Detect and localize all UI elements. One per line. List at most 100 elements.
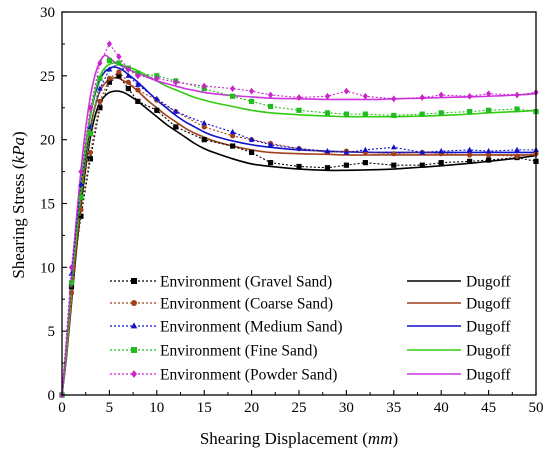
x-tick-label: 25 bbox=[292, 400, 307, 416]
data-point bbox=[106, 75, 112, 81]
data-point bbox=[97, 105, 103, 111]
legend-label: Environment (Medium Sand) bbox=[160, 319, 343, 336]
data-point bbox=[153, 95, 160, 101]
data-point bbox=[438, 91, 444, 99]
data-point bbox=[68, 280, 75, 286]
data-point bbox=[514, 153, 520, 159]
environment-line-2 bbox=[61, 71, 537, 396]
data-point bbox=[514, 146, 520, 152]
legend-marker bbox=[130, 322, 138, 329]
legend-label: Dugoff bbox=[466, 319, 511, 336]
x-tick-label: 45 bbox=[481, 400, 496, 416]
data-point bbox=[135, 87, 141, 93]
data-point bbox=[343, 87, 349, 95]
data-point bbox=[116, 69, 122, 75]
data-point bbox=[391, 151, 397, 157]
data-point bbox=[438, 160, 444, 166]
data-point bbox=[125, 72, 132, 78]
data-point bbox=[362, 146, 369, 152]
data-point bbox=[230, 85, 236, 92]
data-point bbox=[343, 111, 349, 117]
data-point bbox=[362, 111, 368, 117]
data-point bbox=[97, 85, 103, 91]
data-point bbox=[419, 111, 425, 117]
data-point bbox=[466, 146, 473, 152]
data-point bbox=[324, 148, 331, 154]
y-tick-label: 5 bbox=[48, 324, 56, 340]
legend-item-environment-4: Environment (Fine Sand) bbox=[110, 343, 318, 360]
data-point bbox=[362, 160, 368, 166]
legend-item-dugoff-1: Dugoff bbox=[407, 274, 511, 291]
legend-item-environment-5: Environment (Powder Sand) bbox=[110, 367, 337, 384]
data-point bbox=[87, 156, 94, 162]
data-point bbox=[343, 149, 350, 155]
data-point bbox=[467, 158, 473, 164]
data-point bbox=[249, 98, 255, 104]
data-point bbox=[97, 59, 103, 67]
data-point bbox=[106, 40, 112, 48]
legend-item-dugoff-2: Dugoff bbox=[407, 296, 511, 313]
legend: Environment (Gravel Sand) Environment (Co… bbox=[110, 274, 511, 384]
data-point bbox=[230, 143, 236, 149]
data-point bbox=[248, 136, 255, 142]
data-point bbox=[116, 73, 122, 79]
data-point bbox=[201, 82, 207, 90]
data-point bbox=[296, 145, 302, 151]
data-point bbox=[154, 107, 160, 113]
data-point bbox=[391, 95, 397, 103]
y-tick-label: 10 bbox=[40, 260, 55, 276]
environment-line-1 bbox=[61, 75, 537, 396]
data-point bbox=[97, 75, 103, 81]
y-tick-label: 15 bbox=[40, 197, 55, 213]
data-point bbox=[485, 148, 492, 154]
data-point bbox=[486, 157, 492, 163]
y-tick-label: 25 bbox=[40, 69, 55, 85]
data-point bbox=[267, 103, 274, 110]
data-point bbox=[514, 91, 520, 99]
data-point bbox=[230, 133, 236, 139]
data-point bbox=[201, 119, 208, 126]
legend-label: Dugoff bbox=[466, 274, 511, 291]
data-point bbox=[486, 107, 492, 113]
data-point bbox=[343, 162, 349, 168]
data-point bbox=[229, 128, 236, 135]
data-point bbox=[419, 149, 426, 155]
data-point bbox=[78, 181, 84, 187]
data-point bbox=[296, 107, 302, 113]
data-point bbox=[230, 93, 236, 99]
data-point bbox=[125, 66, 131, 73]
legend-item-environment-3: Environment (Medium Sand) bbox=[110, 319, 343, 336]
data-point bbox=[154, 75, 160, 82]
data-point bbox=[201, 124, 207, 130]
data-point bbox=[391, 112, 397, 119]
y-tick-label: 20 bbox=[40, 133, 55, 149]
data-point bbox=[78, 168, 84, 175]
legend-item-environment-2: Environment (Coarse Sand) bbox=[110, 296, 333, 313]
legend-label: Environment (Coarse Sand) bbox=[160, 296, 333, 313]
x-tick-label: 10 bbox=[149, 400, 164, 416]
x-tick-label: 5 bbox=[106, 400, 114, 416]
legend-label: Environment (Fine Sand) bbox=[160, 343, 318, 360]
environment-line-5 bbox=[61, 42, 537, 396]
legend-marker bbox=[131, 278, 137, 284]
data-point bbox=[68, 263, 75, 271]
legend-item-dugoff-5: Dugoff bbox=[407, 367, 511, 384]
data-point bbox=[324, 110, 331, 116]
legend-label: Dugoff bbox=[466, 367, 511, 384]
data-point bbox=[106, 66, 113, 72]
data-point bbox=[249, 87, 255, 95]
legend-marker bbox=[131, 370, 137, 378]
legend-label: Environment (Powder Sand) bbox=[160, 367, 337, 384]
x-tick-label: 0 bbox=[58, 400, 66, 416]
data-point bbox=[87, 130, 94, 136]
x-tick-label: 50 bbox=[529, 400, 544, 416]
data-point bbox=[173, 78, 179, 86]
data-point bbox=[296, 163, 302, 170]
data-point bbox=[438, 148, 445, 154]
data-point bbox=[467, 92, 473, 100]
y-axis-title: Shearing Stress (kPa) bbox=[9, 131, 28, 278]
legend-item-environment-1: Environment (Gravel Sand) bbox=[110, 274, 332, 291]
legend-label: Dugoff bbox=[466, 296, 511, 313]
data-point bbox=[486, 152, 492, 158]
